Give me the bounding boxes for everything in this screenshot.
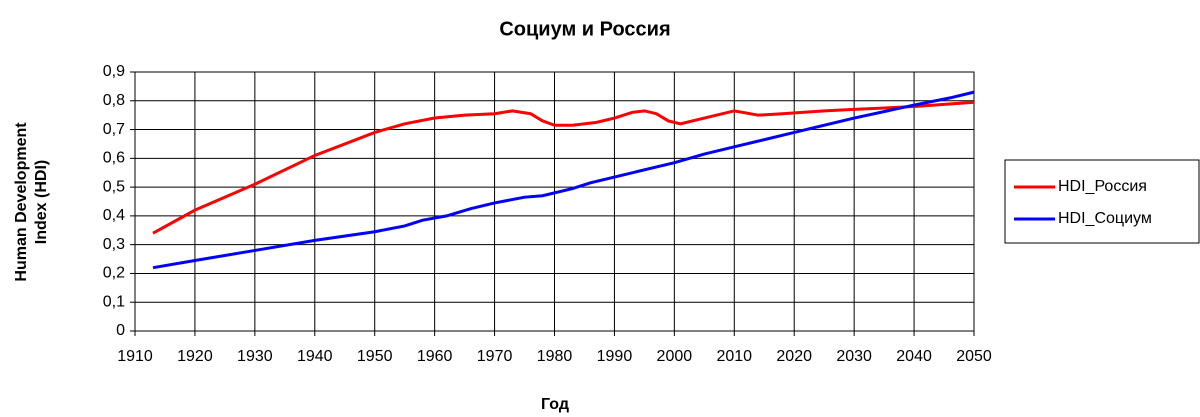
- x-tick-label: 1970: [477, 348, 513, 365]
- y-axis-label: Index (HDI): [33, 160, 50, 244]
- legend-label: HDI_Россия: [1058, 178, 1147, 195]
- y-tick-label: 0,7: [103, 121, 125, 138]
- x-tick-label: 1950: [357, 348, 393, 365]
- legend-box: [1004, 159, 1200, 244]
- x-tick-label: 2030: [836, 348, 872, 365]
- data-line: [152, 90, 975, 270]
- y-tick-label: 0,9: [103, 63, 125, 80]
- y-tick-label: 0,3: [103, 236, 125, 253]
- x-tick-label: 1940: [297, 348, 333, 365]
- y-tick-label: 0,2: [103, 265, 125, 282]
- x-tick-label: 1990: [597, 348, 633, 365]
- y-tick-label: 0,4: [103, 207, 125, 224]
- x-tick-label: 2020: [776, 348, 812, 365]
- x-tick-label: 1960: [417, 348, 453, 365]
- y-tick-label: 0,1: [103, 293, 125, 310]
- y-tick-label: 0,8: [103, 92, 125, 109]
- x-axis-label: Год: [541, 396, 569, 413]
- chart-title: Социум и Россия: [499, 18, 670, 40]
- y-tick-label: 0,6: [103, 150, 125, 167]
- legend-label: HDI_Социум: [1058, 210, 1152, 227]
- x-tick-label: 2040: [896, 348, 932, 365]
- x-tick-label: 1910: [117, 348, 153, 365]
- x-tick-label: 2050: [956, 348, 992, 365]
- x-tick-label: 2010: [716, 348, 752, 365]
- x-tick-label: 1920: [177, 348, 213, 365]
- y-tick-label: 0,5: [103, 178, 125, 195]
- x-tick-label: 1930: [237, 348, 273, 365]
- y-axis-label: Human Development: [13, 122, 30, 282]
- x-tick-label: 2000: [657, 348, 693, 365]
- x-tick-label: 1980: [537, 348, 573, 365]
- plot-border: [134, 71, 975, 332]
- data-line: [152, 100, 975, 235]
- y-tick-label: 0: [116, 322, 125, 339]
